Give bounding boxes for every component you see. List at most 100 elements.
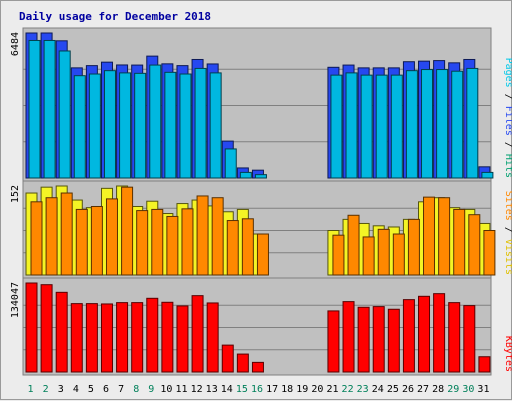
x-tick-label: 11 (175, 384, 187, 395)
bar-sites-day-14 (226, 220, 239, 276)
bar-sites-day-21 (332, 234, 345, 276)
x-tick-label: 13 (206, 384, 218, 395)
bar-kbytes-day-26 (402, 299, 415, 373)
x-tick-label: 5 (88, 384, 94, 395)
x-tick-label: 3 (58, 384, 64, 395)
bar-kbytes-day-7 (116, 302, 129, 373)
bar-sites-day-7 (121, 186, 134, 276)
bar-sites-day-25 (392, 233, 405, 276)
bar-sites-day-3 (60, 192, 73, 276)
bar-files-day-5 (88, 73, 101, 179)
bar-kbytes-day-31 (478, 356, 491, 373)
bar-files-day-31 (481, 171, 494, 179)
bar-kbytes-day-22 (342, 301, 355, 373)
x-tick-label: 4 (73, 384, 79, 395)
bar-kbytes-day-21 (327, 310, 340, 373)
bar-sites-day-13 (211, 197, 224, 276)
x-tick-label: 24 (372, 384, 384, 395)
bar-files-day-15 (239, 171, 252, 179)
chart-panels: 6484 Pages / Files / Hits 152 Sites / Visit… (10, 27, 512, 376)
bar-files-day-4 (73, 75, 86, 179)
legend-entry-hits: Hits (503, 154, 512, 178)
x-tick-label: 16 (251, 384, 263, 395)
bar-sites-day-29 (453, 208, 466, 276)
bar-files-day-6 (103, 70, 116, 179)
panel-visitors: 152 Sites / Visits (10, 180, 512, 279)
x-tick-label: 15 (236, 384, 248, 395)
bar-sites-day-23 (362, 236, 375, 276)
legend-entry-kbytes: KBytes (503, 336, 512, 372)
x-tick-label: 12 (191, 384, 203, 395)
bar-kbytes-day-3 (55, 291, 68, 373)
bar-kbytes-day-28 (433, 293, 446, 373)
bar-kbytes-day-10 (161, 301, 174, 373)
x-tick-label: 10 (160, 384, 172, 395)
bar-files-day-23 (360, 74, 373, 179)
bar-kbytes-day-24 (372, 306, 385, 373)
x-axis-labels: 1 2 3 4 5 6 7 8 9 10 11 12 13 14 15 16 17 18 19 20 21 22 23 24 2… (28, 384, 490, 395)
bar-files-day-8 (134, 72, 147, 179)
bar-kbytes-day-12 (191, 295, 204, 373)
bar-files-day-27 (421, 69, 434, 179)
bar-files-day-30 (466, 67, 479, 179)
legend-separator: / (503, 88, 512, 106)
bar-sites-day-16 (256, 233, 269, 276)
x-tick-label: 29 (447, 384, 459, 395)
panel-traffic: 134047 KBytes (10, 277, 512, 376)
bar-sites-day-28 (438, 197, 451, 276)
y-max-label-requests: 6484 (10, 32, 21, 56)
bar-files-day-3 (58, 50, 71, 179)
bar-sites-day-26 (407, 218, 420, 276)
bar-sites-day-15 (241, 218, 254, 276)
bar-sites-day-11 (181, 208, 194, 276)
x-tick-label: 17 (266, 384, 278, 395)
x-tick-label: 31 (477, 384, 489, 395)
series-sites (30, 186, 496, 276)
x-tick-label: 9 (148, 384, 154, 395)
bar-sites-day-4 (75, 208, 88, 276)
legend-entry-sites: Sites (503, 191, 512, 221)
bar-sites-day-24 (377, 228, 390, 276)
bar-kbytes-day-30 (463, 305, 476, 373)
bar-sites-day-6 (105, 198, 118, 276)
x-tick-label: 18 (281, 384, 293, 395)
legend-entry-visits: Visits (503, 239, 512, 275)
bar-kbytes-day-6 (100, 303, 113, 373)
bar-files-day-2 (43, 39, 56, 179)
x-tick-label: 25 (387, 384, 399, 395)
x-tick-label: 2 (43, 384, 49, 395)
bar-sites-day-8 (136, 210, 149, 276)
legend-entry-pages: Pages (503, 58, 512, 88)
y-max-label-visitors: 152 (10, 185, 21, 203)
bar-files-day-10 (164, 71, 177, 179)
x-tick-label: 20 (311, 384, 323, 395)
bar-sites-day-30 (468, 214, 481, 276)
bar-files-day-14 (224, 148, 237, 179)
y-max-label-traffic: 134047 (10, 282, 21, 318)
x-tick-label: 19 (296, 384, 308, 395)
bar-sites-day-9 (151, 208, 164, 276)
bar-kbytes-day-14 (221, 344, 234, 373)
x-tick-label: 6 (103, 384, 109, 395)
x-tick-label: 23 (357, 384, 369, 395)
series-files (28, 39, 494, 179)
x-tick-label: 8 (133, 384, 139, 395)
bar-files-day-22 (345, 72, 358, 179)
legend-separator: / (503, 221, 512, 239)
legend-entry-files: Files (503, 106, 512, 136)
x-tick-label: 27 (417, 384, 429, 395)
x-tick-label: 7 (118, 384, 124, 395)
x-tick-label: 21 (326, 384, 338, 395)
bar-files-day-21 (330, 74, 343, 179)
bar-kbytes-day-11 (176, 305, 189, 373)
bar-kbytes-day-15 (236, 353, 249, 373)
bar-files-day-13 (209, 72, 222, 179)
bar-sites-day-2 (45, 197, 58, 276)
bar-files-day-9 (149, 64, 162, 179)
bar-files-day-29 (451, 70, 464, 179)
bar-kbytes-day-27 (418, 295, 431, 373)
bar-kbytes-day-16 (251, 361, 264, 373)
x-tick-label: 1 (28, 384, 34, 395)
series-kbytes (25, 282, 491, 373)
